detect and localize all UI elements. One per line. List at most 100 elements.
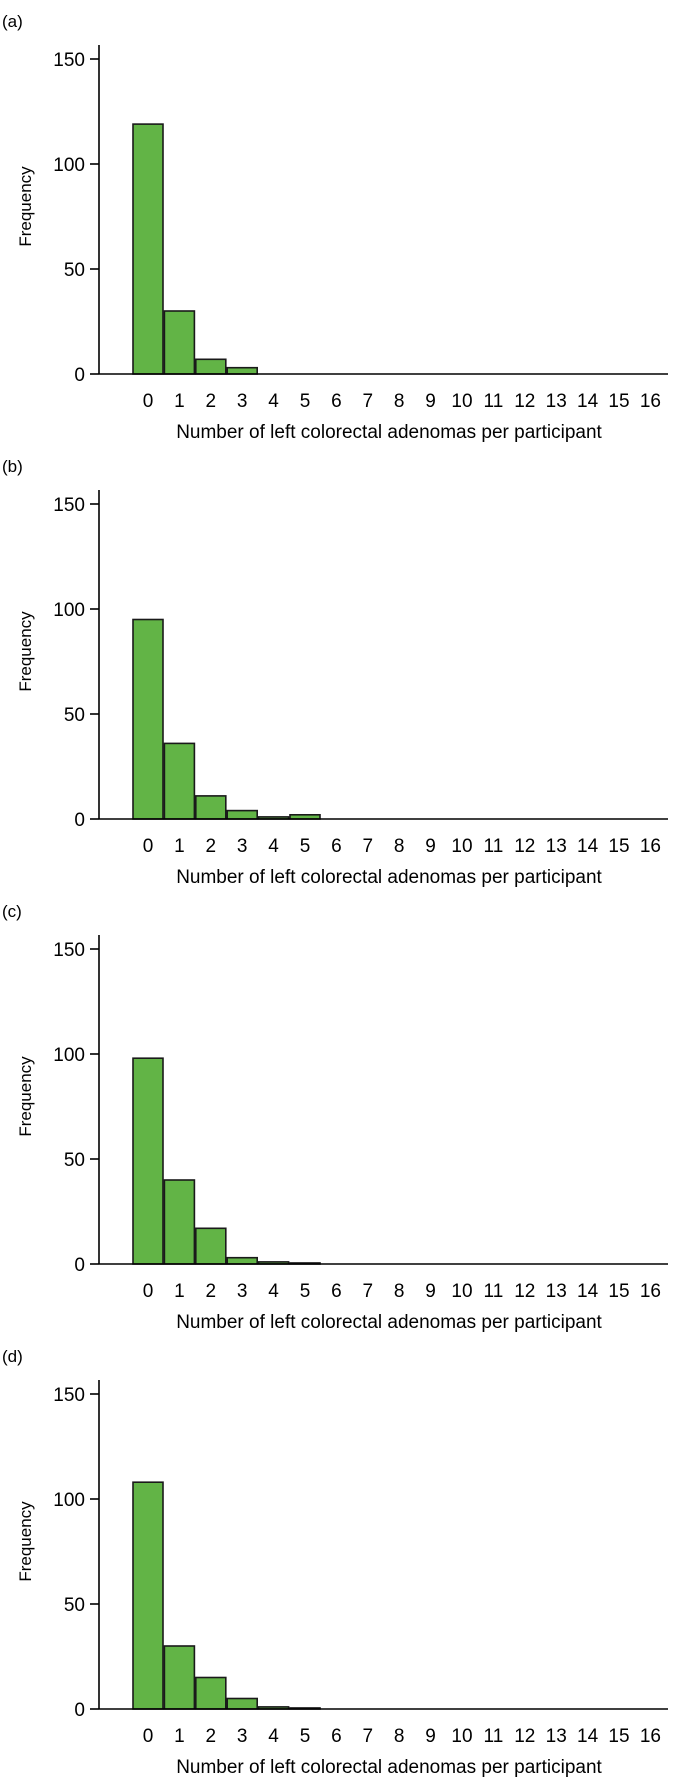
x-tick-label: 16 [640,836,661,857]
x-tick-label: 13 [546,836,567,857]
y-tick-label: 150 [53,1385,85,1406]
x-tick-label: 9 [425,1281,436,1302]
y-tick-label: 50 [64,1595,85,1616]
x-tick-label: 15 [608,391,629,412]
bar-1 [163,310,196,375]
x-tick-label: 1 [174,836,185,857]
y-tick-label: 0 [74,1700,85,1721]
x-axis-label: Number of left colorectal adenomas per p… [176,1757,602,1778]
x-tick-label: 2 [206,391,217,412]
x-tick-label: 5 [300,836,311,857]
x-tick-label: 12 [514,1726,535,1747]
x-tick-label: 10 [451,1281,472,1302]
x-tick-label: 2 [206,836,217,857]
x-tick-label: 14 [577,391,599,412]
x-tick-label: 8 [394,1726,405,1747]
y-tick-label: 100 [53,1045,85,1066]
x-tick-label: 11 [484,1726,504,1747]
x-tick-label: 3 [237,836,248,857]
x-axis-label: Number of left colorectal adenomas per p… [176,1312,602,1333]
x-tick-label: 10 [451,836,472,857]
bar-2 [195,358,227,375]
x-tick-label: 9 [425,836,436,857]
x-tick-label: 4 [268,391,279,412]
x-tick-label: 3 [237,1726,248,1747]
y-axis-label: Frequency [16,1056,35,1137]
x-tick-label: 13 [546,1726,567,1747]
x-tick-label: 14 [577,1281,599,1302]
y-tick-label: 100 [53,600,85,621]
x-tick-label: 6 [331,391,342,412]
x-tick-label: 11 [484,836,504,857]
y-tick-label: 100 [53,1490,85,1511]
panel-label: (d) [2,1347,23,1366]
bar-1 [163,1645,196,1710]
x-tick-label: 9 [425,1726,436,1747]
bar-2 [195,1676,227,1710]
x-tick-label: 6 [331,1726,342,1747]
x-tick-label: 2 [206,1281,217,1302]
x-tick-label: 15 [608,1726,629,1747]
x-tick-label: 0 [143,836,154,857]
y-tick-label: 0 [74,810,85,831]
x-tick-label: 8 [394,1281,405,1302]
x-tick-label: 13 [546,1281,567,1302]
bar-1 [163,1179,196,1265]
x-tick-label: 4 [268,1726,279,1747]
chart-panel-a: (a) 0 50 100 150 0 1 2 3 4 5 6 7 8 9 10 11 12 13 14 15 16 Numb… [0,0,675,445]
bar-3 [226,809,258,820]
x-tick-label: 5 [300,1281,311,1302]
y-tick-label: 0 [74,365,85,386]
x-tick-label: 16 [640,1726,661,1747]
panel-label: (a) [2,12,23,31]
y-tick-label: 150 [53,940,85,961]
chart-panel-c: (c) 0 50 100 150 0 1 2 3 4 5 6 7 8 9 10 11 12 13 14 15 16 Numb… [0,890,675,1335]
x-tick-label: 4 [268,1281,279,1302]
x-tick-label: 15 [608,1281,629,1302]
bar-0 [132,1481,164,1710]
bar-3 [226,1256,258,1265]
panel-label: (c) [2,902,22,921]
y-tick-label: 0 [74,1255,85,1276]
x-tick-label: 7 [363,836,374,857]
x-tick-label: 12 [514,1281,535,1302]
x-tick-label: 12 [514,391,535,412]
x-axis-label: Number of left colorectal adenomas per p… [176,867,602,888]
x-tick-label: 1 [174,1726,185,1747]
bar-3 [226,1697,258,1710]
x-tick-label: 3 [237,391,248,412]
y-tick-label: 150 [53,495,85,516]
y-tick-label: 50 [64,1150,85,1171]
y-tick-label: 100 [53,155,85,176]
x-tick-label: 14 [577,1726,599,1747]
y-axis-label: Frequency [16,611,35,692]
y-tick-label: 150 [53,50,85,71]
x-tick-label: 5 [300,1726,311,1747]
bar-2 [195,795,227,820]
bar-1 [163,742,196,820]
x-tick-label: 14 [577,836,599,857]
chart-panel-b: (b) 0 50 100 150 0 1 2 3 4 5 6 7 8 9 10 11 12 13 14 15 16 Numb… [0,445,675,890]
bar-0 [132,123,164,375]
x-tick-label: 7 [363,391,374,412]
x-tick-label: 16 [640,391,661,412]
y-axis-label: Frequency [16,1501,35,1582]
x-tick-label: 16 [640,1281,661,1302]
y-axis-label: Frequency [16,166,35,247]
y-tick-label: 50 [64,705,85,726]
x-tick-label: 6 [331,1281,342,1302]
x-tick-label: 6 [331,836,342,857]
x-tick-label: 0 [143,1726,154,1747]
x-tick-label: 11 [484,391,504,412]
x-tick-label: 7 [363,1726,374,1747]
x-tick-label: 1 [174,1281,185,1302]
x-tick-label: 2 [206,1726,217,1747]
x-tick-label: 8 [394,836,405,857]
x-tick-label: 4 [268,836,279,857]
x-tick-label: 0 [143,1281,154,1302]
x-axis-label: Number of left colorectal adenomas per p… [176,422,602,443]
x-tick-label: 0 [143,391,154,412]
